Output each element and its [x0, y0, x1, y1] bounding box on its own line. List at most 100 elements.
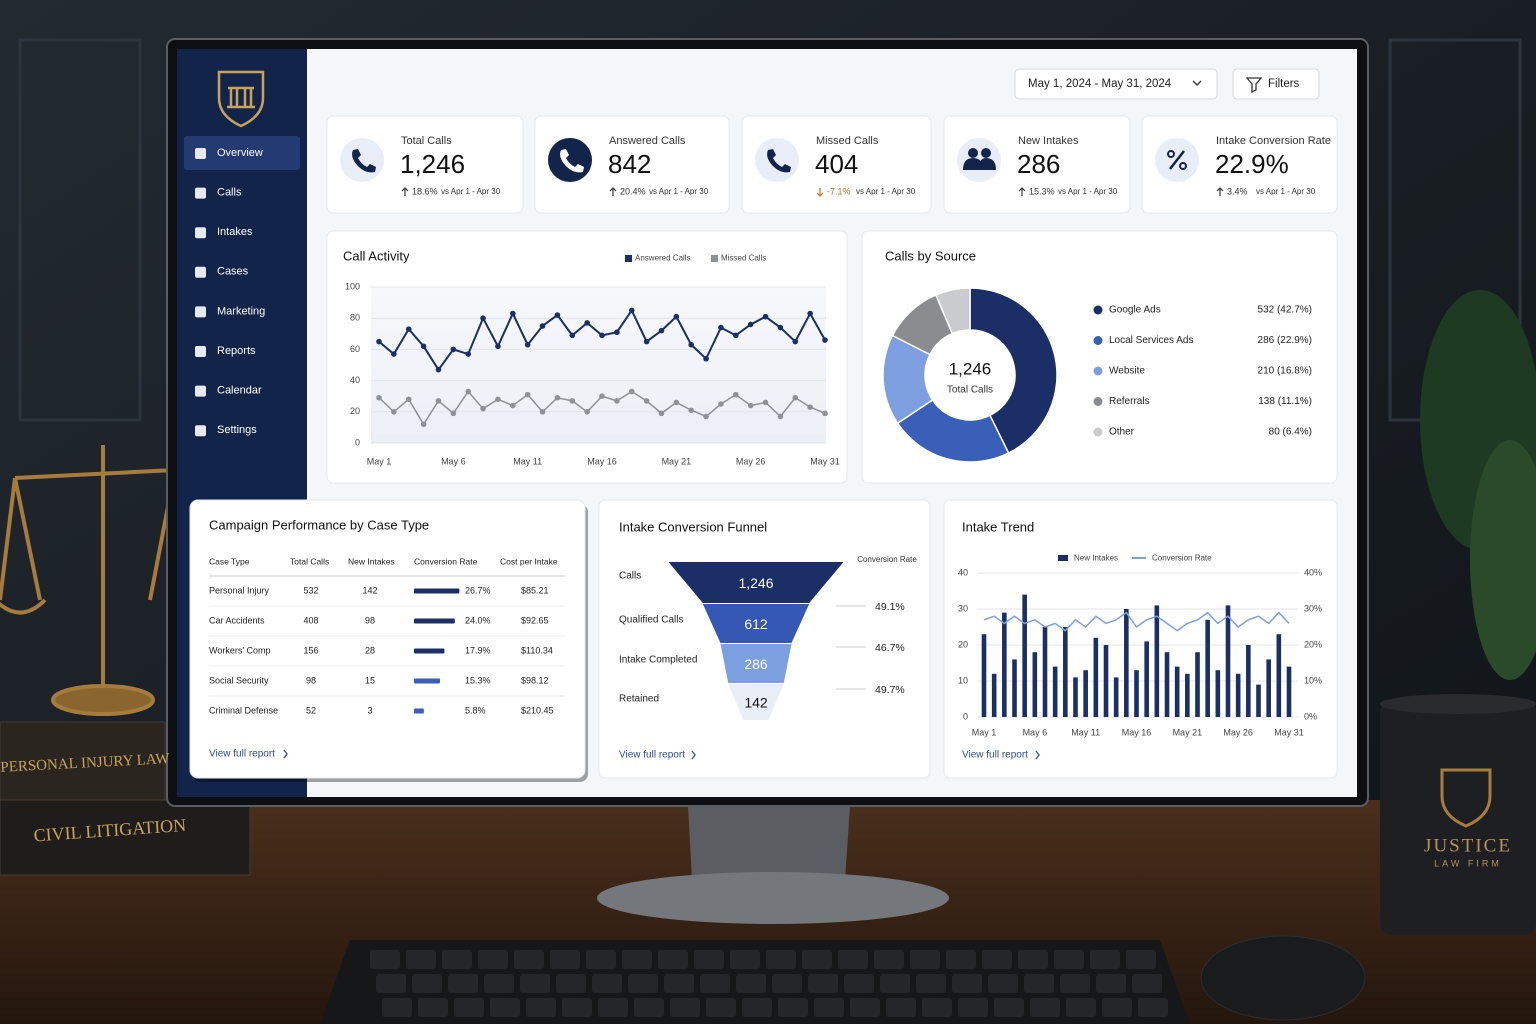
kpi-value: 404	[815, 149, 858, 179]
view-report-link[interactable]: View full report	[962, 750, 1028, 761]
data-point	[673, 399, 680, 406]
scale-pan	[0, 477, 47, 615]
key	[952, 974, 982, 993]
key	[994, 998, 1024, 1017]
nav-item[interactable]: Overview	[217, 147, 263, 159]
key	[916, 974, 946, 993]
kpi-icon	[963, 158, 996, 170]
plot-background	[371, 287, 826, 443]
column-header: Case Type	[209, 556, 250, 566]
y-tick-label: 0	[963, 711, 968, 721]
nav-icon	[195, 266, 206, 278]
kpi-icon	[1167, 150, 1175, 158]
key	[736, 974, 766, 993]
key	[982, 950, 1012, 969]
value-label: 612	[744, 616, 768, 632]
cell: Car Accidents	[209, 615, 265, 625]
kpi-icon	[968, 148, 978, 158]
bar	[1195, 652, 1200, 717]
data-point	[524, 391, 531, 398]
data-point	[465, 388, 472, 395]
kpi-label: Total Calls	[401, 135, 452, 147]
y-tick-label: 0	[355, 437, 360, 447]
key	[1018, 950, 1048, 969]
bar	[1286, 666, 1292, 717]
data-point	[420, 343, 427, 350]
data-point	[539, 409, 546, 415]
x-tick-label: May 6	[1023, 727, 1048, 737]
key	[376, 974, 406, 993]
nav-item[interactable]: Calendar	[217, 385, 262, 397]
card	[1141, 115, 1338, 214]
mug-brand: JUSTICE	[1424, 835, 1512, 856]
key	[556, 974, 586, 993]
data-point	[733, 391, 739, 398]
nav-item[interactable]: Marketing	[217, 305, 265, 317]
data-point	[628, 388, 635, 395]
data-point	[539, 323, 546, 329]
view-report-link[interactable]: View full report	[619, 750, 685, 761]
y-tick-label: 10	[958, 675, 968, 685]
key	[370, 950, 400, 969]
key	[814, 998, 844, 1017]
nav-icon	[195, 227, 206, 239]
bar	[1235, 673, 1241, 717]
nav-item[interactable]: Calls	[217, 187, 242, 199]
kpi-arrow	[401, 187, 409, 196]
key	[550, 950, 580, 969]
plant-leaf	[1470, 440, 1536, 680]
data-point	[569, 398, 576, 404]
book	[0, 721, 166, 803]
column-header: Total Calls	[290, 556, 329, 566]
data-point	[807, 310, 813, 317]
nav-item[interactable]: Settings	[217, 424, 257, 436]
y2-tick-label: 40%	[1304, 567, 1322, 577]
key	[1030, 998, 1060, 1017]
stage-label: Intake Completed	[619, 655, 697, 666]
key	[1090, 950, 1120, 969]
cell: 532	[303, 585, 318, 595]
filters-button[interactable]	[1232, 68, 1320, 100]
data-point	[688, 341, 694, 348]
view-report-link[interactable]: View full report	[209, 749, 275, 760]
key	[742, 998, 772, 1017]
key	[448, 974, 478, 993]
data-point	[688, 407, 694, 414]
data-point	[718, 401, 724, 407]
cell: Workers' Comp	[209, 645, 271, 655]
bar	[1103, 645, 1109, 717]
kpi-change: 15.3%	[1029, 186, 1055, 196]
key	[418, 998, 448, 1017]
rate-bar	[414, 588, 460, 594]
date-picker[interactable]	[1014, 68, 1218, 100]
pie-slice	[934, 287, 971, 335]
kpi-arrow	[1018, 187, 1026, 196]
legend-swatch	[1058, 555, 1068, 561]
kpi-value: 842	[608, 149, 651, 179]
nav-item[interactable]: Intakes	[217, 226, 253, 238]
key	[850, 998, 880, 1017]
key	[490, 998, 520, 1017]
data-point	[703, 413, 709, 420]
nav-item[interactable]: Reports	[217, 345, 256, 357]
key	[694, 950, 724, 969]
key	[382, 998, 412, 1017]
kpi-arrow	[609, 187, 617, 196]
kpi-value: 22.9%	[1215, 149, 1289, 179]
bar	[981, 634, 987, 717]
legend-swatch	[711, 255, 718, 262]
bar	[1205, 619, 1210, 717]
legend-swatch	[625, 255, 632, 262]
funnel-segment	[668, 562, 844, 603]
y-tick-label: 30	[958, 603, 968, 613]
data-point	[643, 398, 650, 404]
funnel-segment	[720, 644, 792, 683]
x-tick-label: May 26	[736, 456, 766, 466]
cell: Criminal Defense	[209, 705, 278, 715]
kpi-icon	[560, 149, 584, 173]
kpi-comparison: vs Apr 1 - Apr 30	[856, 187, 916, 196]
value-label: 532 (42.7%)	[1258, 305, 1312, 316]
legend-label: Other	[1109, 427, 1135, 438]
cell: $98.12	[521, 675, 549, 685]
nav-item[interactable]: Cases	[217, 266, 249, 278]
